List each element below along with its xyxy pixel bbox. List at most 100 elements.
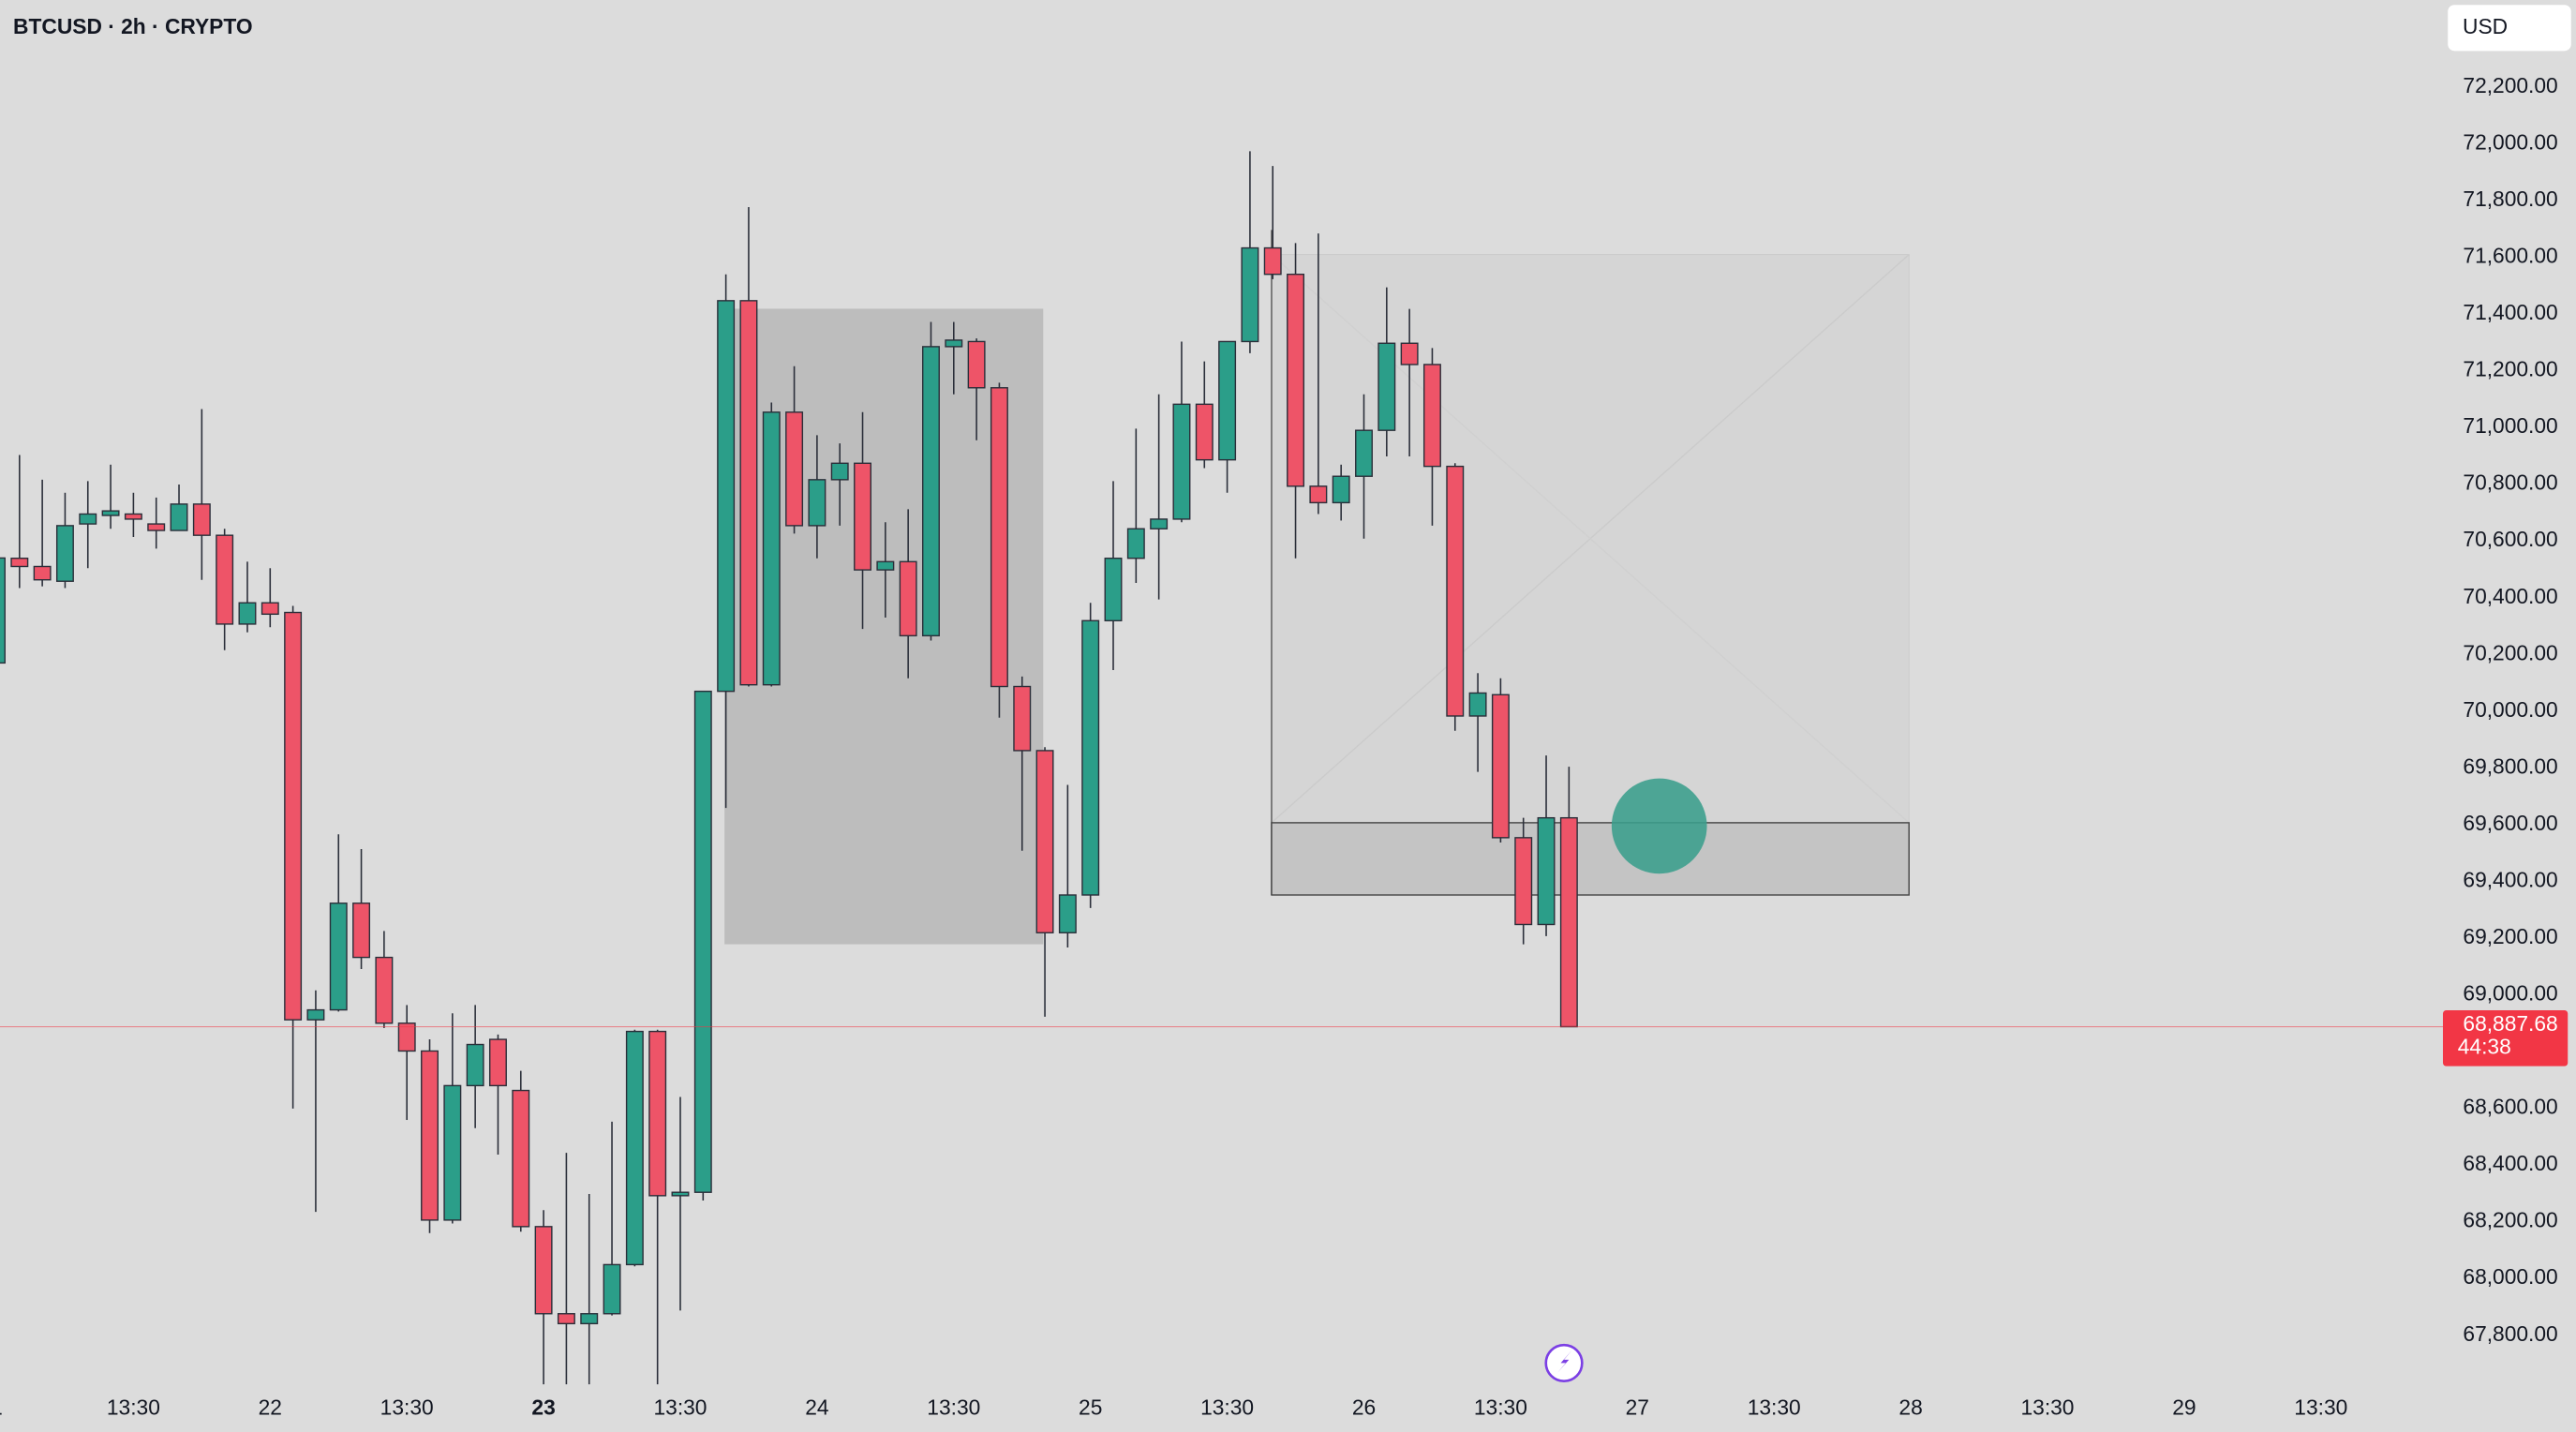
candle-body [625, 1030, 644, 1266]
candle-body [1400, 342, 1419, 365]
icon-bolt[interactable] [1557, 1350, 1572, 1373]
x-tick-label: 13:30 [1200, 1395, 1254, 1419]
x-tick-label: 13:30 [927, 1395, 980, 1419]
candle-body [79, 513, 97, 525]
candle-body [899, 560, 917, 637]
candle-body [534, 1226, 553, 1315]
candle-body [1126, 528, 1145, 559]
y-tick-label: 69,600.00 [2463, 811, 2557, 835]
candle-body [329, 902, 348, 1011]
x-tick-label: 28 [1898, 1395, 1922, 1419]
y-tick-label: 69,200.00 [2463, 924, 2557, 948]
candle-body [124, 513, 142, 520]
candle-body [739, 300, 758, 686]
candle-body [55, 525, 74, 582]
candle-body [216, 534, 234, 625]
y-tick-label: 71,400.00 [2463, 300, 2557, 324]
candle-body [1377, 342, 1396, 431]
candle-body [1241, 246, 1259, 343]
candle-body [603, 1263, 621, 1315]
candle-body [170, 503, 188, 531]
candle-body [1422, 364, 1441, 468]
x-tick-label: 26 [1352, 1395, 1376, 1419]
candles [0, 151, 1578, 1385]
x-tick-label: 29 [2172, 1395, 2196, 1419]
candle-body [466, 1043, 484, 1087]
candle-body [854, 462, 871, 571]
currency-button[interactable] [2448, 5, 2571, 52]
currency-label[interactable]: USD [2463, 14, 2508, 38]
candle-body [306, 1008, 325, 1021]
candle-body [147, 523, 166, 531]
y-tick-label: 71,800.00 [2463, 186, 2557, 211]
candle-body [922, 346, 940, 637]
candle-body [0, 557, 6, 664]
y-tick-label: 68,600.00 [2463, 1095, 2557, 1119]
candle-body [1172, 403, 1191, 520]
candle-body [1195, 403, 1214, 461]
x-tick-label: 22 [259, 1395, 282, 1419]
projection-diagonal [1271, 254, 1910, 824]
candle-body [284, 611, 303, 1021]
candle-body [238, 602, 257, 625]
y-tick-label: 67,800.00 [2463, 1321, 2557, 1346]
candle-body [1355, 429, 1373, 477]
x-tick-label: 24 [805, 1395, 828, 1419]
candle-body [1013, 685, 1032, 752]
candle-body [671, 1191, 690, 1197]
x-tick-label: 13:30 [2294, 1395, 2347, 1419]
candle-body [1537, 816, 1556, 926]
candle-body [1514, 837, 1533, 926]
candle-body [1491, 694, 1510, 839]
y-tick-label: 70,000.00 [2463, 697, 2557, 722]
x-tick-label: 13:30 [1474, 1395, 1527, 1419]
candle-body [1332, 475, 1350, 504]
candle-body [717, 300, 736, 693]
candle-body [1287, 274, 1305, 487]
y-tick-label: 72,000.00 [2463, 129, 2557, 154]
candle-body [967, 340, 986, 389]
x-tick-label: 23 [531, 1395, 555, 1419]
candle-body [1104, 557, 1123, 621]
candle-body [1058, 894, 1077, 933]
x-tick-label: 13:30 [1748, 1395, 1801, 1419]
candle-body [512, 1089, 530, 1228]
candle-body [192, 503, 211, 536]
y-tick-label: 68,200.00 [2463, 1208, 2557, 1232]
x-tick-label: 13:30 [380, 1395, 434, 1419]
chart-title: BTCUSD · 2h · CRYPTO [13, 14, 253, 38]
y-tick-label: 70,200.00 [2463, 640, 2557, 664]
candle-body [261, 602, 279, 616]
candle-body [1309, 485, 1328, 504]
candle-body [101, 510, 120, 516]
candle-body [1218, 340, 1237, 461]
candle-body [397, 1022, 416, 1052]
candle-body [580, 1313, 599, 1325]
candle-body [488, 1038, 507, 1087]
y-tick-label: 71,200.00 [2463, 357, 2557, 381]
candle-body [1081, 619, 1100, 896]
candle-body [1150, 518, 1169, 530]
candle-body [1446, 465, 1465, 717]
x-tick-label: 1 [0, 1395, 3, 1419]
last-price-label: 68,887.68 [2463, 1011, 2557, 1036]
candle-body [1263, 246, 1282, 276]
candle-body [33, 565, 52, 581]
x-tick-label: 13:30 [107, 1395, 160, 1419]
candle-body [352, 902, 371, 959]
x-tick-label: 13:30 [2020, 1395, 2074, 1419]
candle-body [830, 462, 849, 481]
candle-body [648, 1030, 667, 1197]
y-tick-label: 68,400.00 [2463, 1151, 2557, 1175]
countdown-label: 44:38 [2458, 1034, 2511, 1058]
candle-body [876, 560, 895, 571]
y-tick-label: 69,400.00 [2463, 867, 2557, 891]
candle-body [443, 1084, 462, 1221]
assistant-icon[interactable] [1544, 1343, 1584, 1382]
x-tick-label: 25 [1079, 1395, 1102, 1419]
y-tick-label: 69,000.00 [2463, 981, 2557, 1006]
x-tick-label: 27 [1626, 1395, 1649, 1419]
candle-body [375, 956, 394, 1024]
x-tick-label: 13:30 [653, 1395, 707, 1419]
